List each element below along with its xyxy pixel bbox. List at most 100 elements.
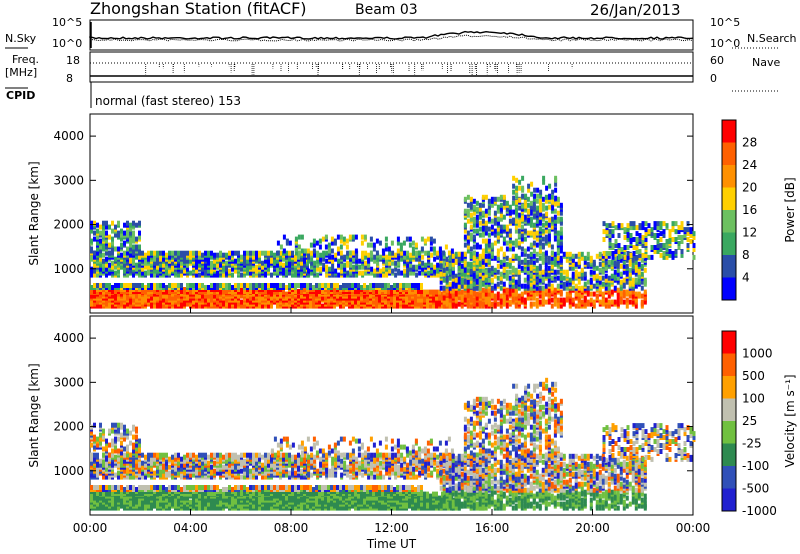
heatmap-cell xyxy=(623,227,627,233)
heatmap-cell xyxy=(204,250,207,256)
heatmap-cell xyxy=(466,212,470,218)
heatmap-cell xyxy=(502,236,506,242)
heatmap-cell xyxy=(261,250,264,256)
heatmap-cell xyxy=(415,264,419,270)
heatmap-cell xyxy=(334,256,338,262)
heatmap-cell xyxy=(529,222,533,228)
heatmap-cell xyxy=(105,224,108,230)
heatmap-cell xyxy=(234,301,237,307)
heatmap-cell xyxy=(189,258,192,264)
heatmap-cell xyxy=(171,260,174,266)
heatmap-cell xyxy=(177,283,180,288)
heatmap-cell xyxy=(466,244,470,250)
nsky-trace xyxy=(89,22,694,48)
heatmap-cell xyxy=(544,234,548,240)
heatmap-cell xyxy=(521,203,525,209)
heatmap-cell xyxy=(454,289,458,295)
heatmap-cell xyxy=(373,254,377,260)
heatmap-cell xyxy=(545,185,549,191)
heatmap-cell xyxy=(634,259,638,265)
heatmap-cell xyxy=(442,262,446,268)
heatmap-cell xyxy=(689,239,693,244)
heatmap-cell xyxy=(183,289,186,295)
heatmap-cell xyxy=(577,279,581,285)
heatmap-cell xyxy=(562,297,566,303)
heatmap-cell xyxy=(90,246,93,252)
heatmap-cell xyxy=(138,262,141,268)
heatmap-cell xyxy=(490,196,494,202)
heatmap-cell xyxy=(442,285,446,291)
heatmap-cell xyxy=(234,250,237,256)
heatmap-cell xyxy=(517,269,521,275)
heatmap-cell xyxy=(481,210,485,216)
heatmap-cell xyxy=(129,501,132,507)
heatmap-cell xyxy=(686,243,690,248)
heatmap-cell xyxy=(408,287,411,292)
heatmap-cell xyxy=(619,299,623,305)
heatmap-cell xyxy=(448,255,452,261)
heatmap-cell xyxy=(535,242,539,248)
heatmap-cell xyxy=(391,260,395,266)
heatmap-cell xyxy=(556,297,560,303)
heatmap-cell xyxy=(514,267,518,273)
heatmap-cell xyxy=(662,243,666,248)
heatmap-cell xyxy=(535,297,539,303)
heatmap-cell xyxy=(373,258,377,264)
heatmap-cell xyxy=(429,240,433,246)
heatmap-cell xyxy=(529,301,533,307)
heatmap-cell xyxy=(90,289,93,294)
heatmap-cell xyxy=(526,265,530,271)
plot-title: Zhongshan Station (fitACF) xyxy=(90,0,307,18)
heatmap-cell xyxy=(90,270,93,276)
heatmap-cell xyxy=(331,272,335,278)
heatmap-cell xyxy=(490,269,494,275)
heatmap-cell xyxy=(264,283,267,288)
heatmap-cell xyxy=(529,285,533,291)
heatmap-cell xyxy=(405,283,408,288)
heatmap-cell xyxy=(533,213,537,219)
heatmap-cell xyxy=(297,244,301,250)
heatmap-cell xyxy=(583,259,587,265)
heatmap-cell xyxy=(102,224,105,230)
heatmap-cell xyxy=(635,237,639,242)
heatmap-cell xyxy=(375,238,379,244)
heatmap-cell xyxy=(622,299,626,305)
heatmap-cell xyxy=(616,297,620,303)
heatmap-cell xyxy=(580,285,584,291)
heatmap-cell xyxy=(319,252,323,258)
heatmap-cell xyxy=(496,291,500,297)
heatmap-cell xyxy=(683,227,687,233)
heatmap-cell xyxy=(108,234,111,240)
heatmap-cell xyxy=(294,283,297,288)
heatmap-cell xyxy=(647,223,651,229)
heatmap-cell xyxy=(111,236,114,242)
heatmap-cell xyxy=(225,283,228,288)
heatmap-cell xyxy=(623,235,627,240)
heatmap-cell xyxy=(545,211,549,217)
heatmap-cell xyxy=(159,256,162,262)
heatmap-cell xyxy=(538,226,542,232)
heatmap-cell xyxy=(330,236,334,242)
heatmap-cell xyxy=(204,505,207,511)
heatmap-cell xyxy=(535,303,539,309)
heatmap-cell xyxy=(680,239,684,244)
heatmap-cell xyxy=(90,220,93,226)
heatmap-cell xyxy=(445,261,449,267)
heatmap-cell xyxy=(345,238,349,244)
heatmap-cell xyxy=(529,200,533,206)
heatmap-cell xyxy=(487,271,491,277)
heatmap-cell xyxy=(439,271,443,277)
heatmap-cell xyxy=(496,255,500,261)
heatmap-cell xyxy=(668,229,672,235)
heatmap-cell xyxy=(354,248,358,254)
heatmap-cell xyxy=(123,250,126,256)
heatmap-cell xyxy=(307,268,311,274)
heatmap-cell xyxy=(108,283,111,288)
heatmap-cell xyxy=(532,273,536,279)
heatmap-cell xyxy=(138,291,141,297)
heatmap-cell xyxy=(644,241,648,246)
heatmap-cell xyxy=(499,224,503,230)
heatmap-cell xyxy=(668,233,672,238)
heatmap-cell xyxy=(656,239,660,244)
heatmap-cell xyxy=(195,283,198,288)
